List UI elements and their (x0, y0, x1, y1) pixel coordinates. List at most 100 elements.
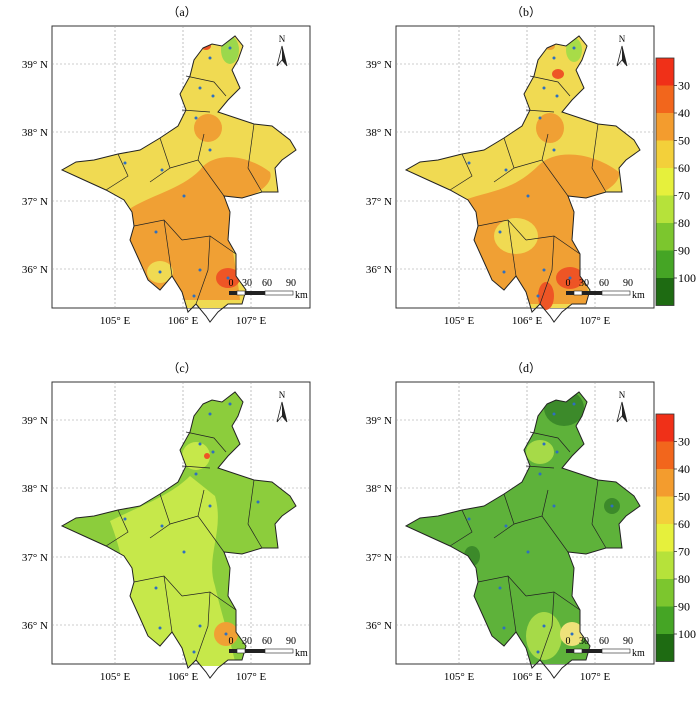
legend-label: 30 (678, 79, 690, 93)
fill-red-south (538, 282, 554, 310)
scale-num: 30 (242, 278, 252, 289)
legend-label: 70 (678, 545, 690, 559)
lon-tick: 106° E (168, 315, 199, 327)
heatmap-fill (406, 392, 640, 664)
scale-num: 90 (286, 636, 296, 647)
county-borders (105, 431, 263, 661)
legend-label: 80 (678, 216, 690, 230)
legend-swatch (656, 58, 674, 86)
legend-swatch (656, 414, 674, 442)
legend-swatch (656, 85, 674, 113)
legend-swatch (656, 195, 674, 223)
legend-swatch (656, 524, 674, 552)
fill-dark-north (544, 392, 584, 426)
color-legend: 30 40 50 60 70 80 90 100 (655, 413, 696, 662)
north-arrow: N (276, 34, 288, 67)
legend-swatch (656, 168, 674, 196)
panel-b: （b） (366, 5, 655, 327)
legend-label: 100 (678, 627, 696, 641)
legend-label: 90 (678, 600, 690, 614)
lon-tick: 106° E (512, 671, 543, 683)
panel-label: （c） (167, 361, 196, 375)
lon-labels: 105° E 106° E 107° E (444, 315, 611, 327)
fill-light-north (182, 442, 210, 470)
scale-num: 60 (262, 636, 272, 647)
lat-tick: 39° N (22, 415, 48, 427)
lat-tick: 36° N (366, 264, 392, 276)
fill-base (406, 392, 640, 664)
scale-num: 30 (579, 636, 589, 647)
legend-swatch (656, 140, 674, 168)
fill-orange-north (536, 113, 564, 143)
scale-num: 90 (623, 278, 633, 289)
map-frame (51, 381, 311, 665)
county-borders (449, 75, 607, 305)
scale-unit: km (295, 290, 308, 301)
lat-tick: 36° N (22, 264, 48, 276)
legend-swatch (656, 113, 674, 141)
north-arrow: N (616, 34, 628, 67)
scale-bar: 0 30 60 90 km (229, 636, 309, 659)
scale-num: 60 (599, 636, 609, 647)
lon-tick: 107° E (236, 671, 267, 683)
map-frame (395, 25, 655, 309)
lat-tick: 36° N (22, 620, 48, 632)
legend-label: 50 (678, 490, 690, 504)
heatmap-fill (62, 392, 296, 666)
legend-label: 80 (678, 572, 690, 586)
legend-label: 60 (678, 161, 690, 175)
scale-num: 0 (229, 636, 234, 647)
fill-light-south (526, 612, 562, 660)
lon-tick: 106° E (512, 315, 543, 327)
legend-swatch (656, 551, 674, 579)
scale-num: 0 (229, 278, 234, 289)
lon-tick: 107° E (580, 671, 611, 683)
map-frame (51, 25, 311, 309)
legend-swatch (656, 606, 674, 634)
lat-labels: 39° N 38° N 37° N 36° N (22, 415, 48, 632)
legend-swatch (656, 634, 674, 662)
stations (123, 402, 260, 654)
stations (467, 46, 576, 298)
scale-num: 90 (286, 278, 296, 289)
lat-tick: 38° N (366, 483, 392, 495)
county-borders (105, 75, 263, 305)
legend-label: 90 (678, 244, 690, 258)
lon-tick: 107° E (236, 315, 267, 327)
map-frame (395, 381, 655, 665)
color-legend: 30 40 50 60 70 80 90 100 (655, 57, 696, 306)
lat-tick: 39° N (366, 415, 392, 427)
fill-red-dot (204, 453, 210, 459)
fill-yellow-west (494, 218, 538, 254)
scale-unit: km (295, 648, 308, 659)
legend-label: 40 (678, 462, 690, 476)
lat-labels: 39° N 38° N 37° N 36° N (22, 59, 48, 276)
lon-labels: 105° E 106° E 107° E (100, 315, 267, 327)
lat-tick: 36° N (366, 620, 392, 632)
fill-dark-west (464, 546, 480, 566)
panel-label: （d） (511, 361, 541, 375)
legend-swatch (656, 250, 674, 278)
lon-tick: 105° E (444, 671, 475, 683)
lon-labels: 105° E 106° E 107° E (100, 671, 267, 683)
legend-frame (655, 413, 675, 662)
legend-label: 70 (678, 189, 690, 203)
scale-bar: 0 30 60 90 km (229, 278, 309, 301)
lon-labels: 105° E 106° E 107° E (444, 671, 611, 683)
lat-tick: 38° N (22, 127, 48, 139)
fill-orange-north (194, 114, 222, 142)
lat-labels: 39° N 38° N 37° N 36° N (366, 59, 392, 276)
scale-num: 90 (623, 636, 633, 647)
legend-label: 40 (678, 106, 690, 120)
panel-c: （c） 39° N (22, 361, 311, 683)
panel-d: （d） (366, 361, 655, 683)
scale-num: 30 (242, 636, 252, 647)
legend-swatch (656, 223, 674, 251)
scale-num: 0 (566, 636, 571, 647)
north-arrow: N (616, 390, 628, 423)
lat-tick: 38° N (22, 483, 48, 495)
scale-bar: 0 30 60 90 km (566, 278, 646, 301)
scale-bar: 0 30 60 90 km (566, 636, 646, 659)
heatmap-fill (62, 36, 296, 308)
